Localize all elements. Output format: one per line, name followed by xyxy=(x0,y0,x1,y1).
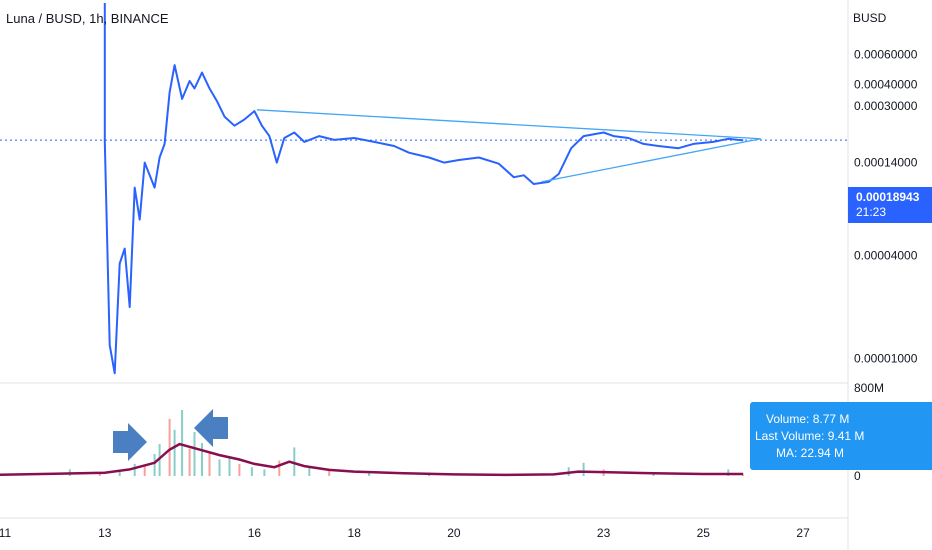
price-series-line[interactable] xyxy=(103,3,744,375)
price-tick-label: 0.00001000 xyxy=(854,352,918,366)
volume-tick-label: 0 xyxy=(854,469,861,483)
price-tick-label: 0.00014000 xyxy=(854,156,918,170)
price-axis-unit: BUSD xyxy=(853,11,887,25)
right-arrow-icon[interactable] xyxy=(113,423,147,461)
volume-bar xyxy=(98,472,101,476)
volume-tooltip: Volume: 8.77 M Last Volume: 9.41 M MA: 2… xyxy=(750,402,932,470)
time-tick-label: 25 xyxy=(697,526,711,540)
volume-bar xyxy=(308,466,311,476)
last-price-tag: 0.00018943 21:23 xyxy=(848,187,932,223)
time-tick-label: 11 xyxy=(0,526,12,540)
volume-bar xyxy=(133,463,136,476)
price-tick-label: 0.00004000 xyxy=(854,249,918,263)
time-tick-label: 27 xyxy=(796,526,810,540)
volume-bar xyxy=(727,469,730,476)
volume-bar xyxy=(168,418,171,476)
volume-tick-label: 800M xyxy=(854,381,884,395)
tooltip-volume: Volume: 8.77 M xyxy=(766,412,850,426)
volume-bar xyxy=(238,463,241,476)
volume-bar xyxy=(193,432,196,476)
volume-bar xyxy=(201,443,203,476)
volume-bar xyxy=(228,456,231,476)
volume-bar xyxy=(153,454,156,476)
volume-bar xyxy=(173,429,176,476)
volume-bar xyxy=(118,470,121,476)
volume-bar xyxy=(263,469,266,476)
time-tick-label: 18 xyxy=(348,526,362,540)
volume-bar xyxy=(368,472,371,476)
volume-bar xyxy=(250,467,253,476)
time-tick-label: 20 xyxy=(447,526,461,540)
time-tick-label: 23 xyxy=(597,526,611,540)
time-axis[interactable]: 11 13 16 18 20 23 25 27 xyxy=(0,526,810,540)
time-tick-label: 13 xyxy=(98,526,112,540)
left-arrow-icon[interactable] xyxy=(194,409,228,447)
last-price-value: 0.00018943 xyxy=(856,190,920,204)
volume-bar xyxy=(742,475,745,476)
volume-bar xyxy=(278,460,281,476)
time-tick-label: 16 xyxy=(248,526,262,540)
volume-bar xyxy=(293,447,296,476)
volume-bar xyxy=(143,466,146,476)
volume-bar xyxy=(188,448,191,476)
volume-bar xyxy=(328,470,331,476)
price-tick-label: 0.00060000 xyxy=(854,48,918,62)
volume-bar xyxy=(582,462,585,476)
volume-bars-group xyxy=(68,410,745,476)
chart-title[interactable]: Luna / BUSD, 1h, BINANCE xyxy=(6,11,169,26)
triangle-lower-trendline[interactable] xyxy=(541,138,761,183)
price-tick-label: 0.00040000 xyxy=(854,78,918,92)
tooltip-ma: MA: 22.94 M xyxy=(776,446,845,460)
volume-ma-line xyxy=(0,442,744,477)
volume-bar xyxy=(208,451,211,476)
triangle-upper-trendline[interactable] xyxy=(256,109,761,140)
volume-bar xyxy=(218,459,221,476)
price-tick-label: 0.00030000 xyxy=(854,99,918,113)
volume-bar xyxy=(181,410,184,476)
tooltip-last-volume: Last Volume: 9.41 M xyxy=(755,429,865,443)
bar-countdown: 21:23 xyxy=(856,205,887,219)
price-axis[interactable]: 0.00060000 0.00040000 0.00030000 0.00014000… xyxy=(854,48,918,366)
